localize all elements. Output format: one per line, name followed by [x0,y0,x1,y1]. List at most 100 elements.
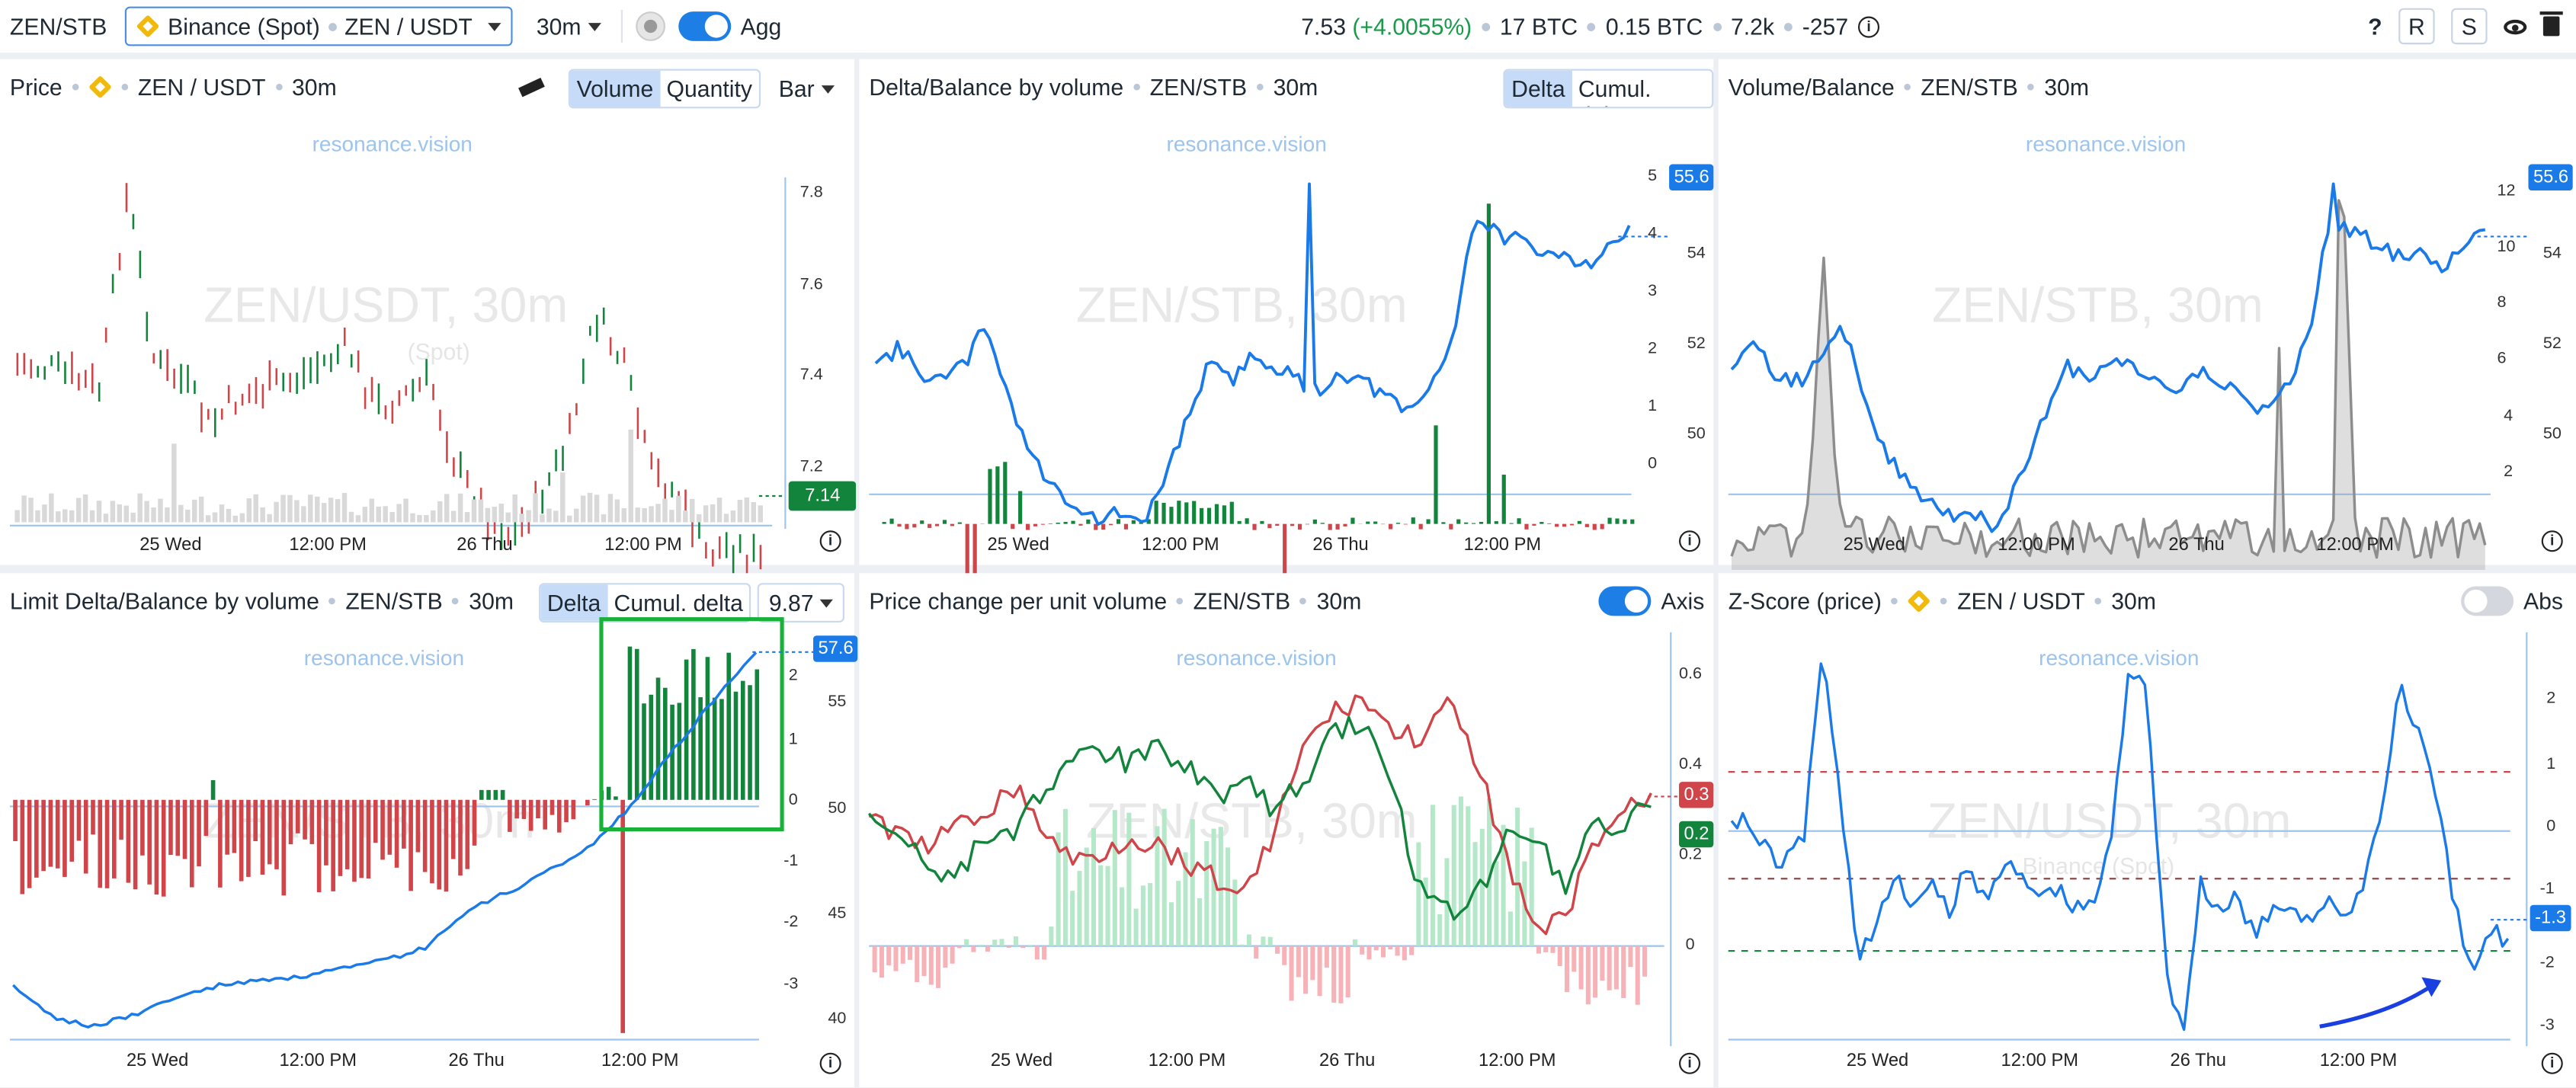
pcv-bar [1607,946,1612,990]
seg-cumul-delta[interactable]: Cumul. delta [614,589,743,616]
panel-title: Price [9,74,62,101]
s-button[interactable]: S [2451,8,2488,45]
agg-toggle[interactable] [678,11,731,41]
limit-delta-bar [352,799,357,882]
volume-bar [730,510,736,523]
threshold-select[interactable]: 9.87 [757,583,845,622]
pcv-bar [1070,891,1075,946]
price-bar [139,251,142,279]
delta-bar [934,523,940,526]
abs-toggle[interactable] [2461,586,2514,616]
separator-dot [2027,83,2035,91]
volume-bar [69,510,75,523]
info-icon[interactable]: i [1858,15,1880,37]
limit-delta-chart[interactable] [0,617,854,1050]
limit-delta-bar [712,697,717,800]
price-bar [650,452,653,470]
limit-delta-panel: Limit Delta/Balance by volume ZEN/STB 30… [0,573,859,1088]
delta-bar [1154,501,1158,524]
separator-dot [1783,22,1793,30]
volume-bar [376,506,381,523]
price-bar [57,351,59,372]
price-bar [78,373,80,391]
pair-label: ZEN / USDT [344,13,473,40]
info-icon[interactable]: i [2541,530,2563,552]
pcv-bar [1027,945,1033,946]
delta-chart[interactable] [859,118,1713,622]
seg-cumul-delta[interactable]: Cumul. delta [1578,75,1652,107]
delta-bar [1509,523,1514,524]
timeframe-select[interactable]: 30m [537,13,601,40]
limit-delta-bar [225,799,229,855]
trash-icon[interactable] [2539,11,2563,37]
price-change: (+4.0055%) [1352,13,1472,40]
y-tick: -1 [2539,880,2555,899]
seg-volume[interactable]: Volume [569,70,660,107]
limit-delta-bar [543,799,548,830]
limit-delta-bar [126,799,131,883]
delta-bar [1328,523,1332,530]
threshold-value: 9.87 [768,589,814,616]
price-change-chart[interactable] [859,632,1713,1050]
exchange-select[interactable]: Binance (Spot) ZEN / USDT [125,6,512,46]
pcv-bar [915,946,920,982]
limit-delta-bar [27,799,32,888]
delta-bar [1441,522,1446,524]
delta-bar [1335,523,1340,530]
volume-bar [341,492,348,523]
limit-delta-bar [500,789,505,800]
volume-bar [96,501,102,523]
info-icon[interactable]: i [2541,1052,2563,1074]
pcv-bar [872,946,877,973]
price-chart[interactable] [0,118,854,574]
y-tick-left: 2 [2504,462,2514,482]
price-bar [296,373,298,395]
volume-balance-chart[interactable] [1719,118,2576,587]
x-tick: 12:00 PM [1142,535,1219,555]
separator-dot [328,597,336,605]
panel-timeframe: 30m [2111,587,2156,615]
volume-bar [274,501,279,523]
volume-bar [130,512,136,523]
delta-mode-toggle[interactable]: Delta Cumul. delta [539,583,751,622]
delta-bar [1524,523,1529,530]
info-icon[interactable]: i [819,1052,841,1074]
ruler-icon[interactable] [518,78,545,98]
delta-bar [1123,523,1129,530]
agg-label: Agg [740,13,782,40]
seg-delta[interactable]: Delta [540,584,607,621]
volume-bar [103,514,109,523]
price-bar [207,408,210,420]
r-button[interactable]: R [2398,8,2435,45]
seg-quantity[interactable]: Quantity [666,75,752,102]
limit-delta-bar [98,799,103,888]
help-button[interactable]: ? [2368,13,2382,40]
zscore-chart[interactable] [1719,632,2576,1050]
record-button[interactable] [635,11,665,41]
price-bar [541,489,543,514]
info-icon[interactable]: i [1679,530,1701,552]
delta-mode-toggle[interactable]: Delta Cumul. delta [1503,69,1714,109]
volume-bar [198,496,204,523]
pcv-bar [1042,946,1047,960]
eye-icon[interactable] [2504,18,2527,34]
price-bar [337,344,339,364]
y-tick-left: 10 [2497,238,2516,257]
price-bar [234,402,237,415]
info-icon[interactable]: i [1679,1052,1701,1074]
volume-quantity-toggle[interactable]: Volume Quantity [568,69,761,109]
pcv-bar [1423,877,1428,946]
pcv-bar [1621,946,1626,998]
volume-bar [457,493,463,523]
seg-delta[interactable]: Delta [1504,70,1572,107]
price-bar [23,353,26,375]
delta-bar [1373,521,1378,524]
panel-title: Delta/Balance by volume [869,74,1124,101]
axis-toggle[interactable] [1598,586,1652,616]
price-bar [630,375,633,391]
info-icon[interactable]: i [819,530,841,552]
chart-type-select[interactable]: Bar [769,69,844,109]
limit-delta-bar [104,799,110,888]
delta-bar [1350,517,1355,524]
separator-dot [1588,22,1596,30]
